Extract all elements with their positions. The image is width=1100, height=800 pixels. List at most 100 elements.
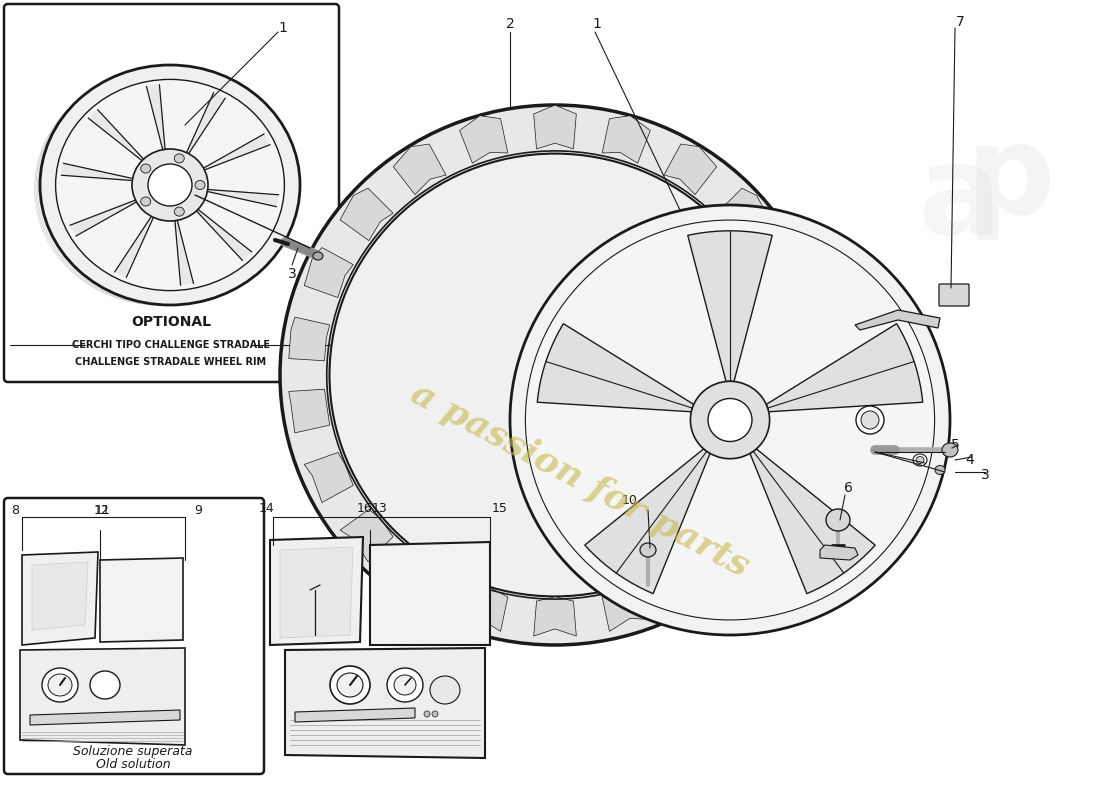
- Text: 2: 2: [506, 17, 515, 31]
- Ellipse shape: [174, 154, 185, 163]
- Text: a: a: [917, 139, 1002, 261]
- FancyBboxPatch shape: [4, 4, 339, 382]
- Text: 6: 6: [844, 481, 852, 495]
- Text: 1: 1: [593, 17, 602, 31]
- Polygon shape: [280, 547, 353, 638]
- Ellipse shape: [826, 509, 850, 531]
- Ellipse shape: [40, 65, 300, 305]
- Ellipse shape: [141, 164, 151, 173]
- Ellipse shape: [708, 398, 752, 442]
- Ellipse shape: [280, 105, 830, 645]
- Polygon shape: [534, 105, 576, 149]
- Text: 13: 13: [372, 502, 388, 515]
- Polygon shape: [204, 134, 271, 170]
- Text: 3: 3: [287, 267, 296, 281]
- Text: 8: 8: [11, 503, 19, 517]
- Polygon shape: [32, 562, 88, 630]
- Polygon shape: [196, 209, 252, 261]
- Ellipse shape: [935, 466, 945, 474]
- Polygon shape: [208, 189, 278, 206]
- Polygon shape: [295, 708, 415, 722]
- Text: 5: 5: [950, 438, 959, 452]
- Polygon shape: [767, 324, 923, 412]
- Polygon shape: [537, 324, 694, 412]
- Ellipse shape: [424, 711, 430, 717]
- Polygon shape: [757, 453, 805, 502]
- FancyBboxPatch shape: [939, 284, 969, 306]
- Ellipse shape: [195, 181, 205, 190]
- Polygon shape: [394, 144, 446, 194]
- Polygon shape: [285, 648, 485, 758]
- Ellipse shape: [510, 205, 950, 635]
- Text: 11: 11: [95, 503, 111, 517]
- Text: 4: 4: [966, 453, 975, 467]
- Polygon shape: [757, 247, 805, 298]
- Polygon shape: [460, 116, 508, 163]
- Polygon shape: [394, 555, 446, 606]
- Ellipse shape: [942, 443, 958, 457]
- Polygon shape: [780, 390, 822, 433]
- Ellipse shape: [330, 666, 370, 704]
- Ellipse shape: [856, 406, 884, 434]
- Polygon shape: [820, 545, 858, 560]
- Ellipse shape: [394, 675, 416, 695]
- Ellipse shape: [387, 668, 424, 702]
- Polygon shape: [855, 310, 940, 330]
- Text: 12: 12: [95, 503, 110, 517]
- Text: 3: 3: [980, 468, 989, 482]
- Polygon shape: [750, 449, 876, 594]
- Polygon shape: [585, 449, 710, 594]
- Polygon shape: [780, 317, 822, 361]
- Polygon shape: [370, 542, 490, 645]
- Text: p: p: [966, 119, 1055, 241]
- Text: OPTIONAL: OPTIONAL: [131, 315, 211, 329]
- Ellipse shape: [913, 454, 927, 466]
- Polygon shape: [602, 587, 650, 631]
- Polygon shape: [174, 220, 194, 286]
- Polygon shape: [305, 453, 353, 502]
- Ellipse shape: [330, 154, 781, 596]
- Ellipse shape: [141, 197, 151, 206]
- Polygon shape: [717, 188, 770, 241]
- Ellipse shape: [56, 79, 285, 290]
- Polygon shape: [88, 110, 144, 161]
- Ellipse shape: [337, 673, 363, 697]
- Text: 15: 15: [492, 502, 508, 515]
- Polygon shape: [22, 552, 98, 645]
- Ellipse shape: [691, 382, 770, 458]
- Polygon shape: [270, 537, 363, 645]
- Text: 16: 16: [358, 502, 373, 515]
- Text: Soluzione superata: Soluzione superata: [74, 746, 192, 758]
- Polygon shape: [70, 199, 136, 236]
- Polygon shape: [30, 710, 180, 725]
- Text: 7: 7: [956, 15, 965, 29]
- Polygon shape: [534, 597, 576, 636]
- Polygon shape: [460, 587, 508, 631]
- Text: Old solution: Old solution: [96, 758, 170, 770]
- Ellipse shape: [174, 207, 185, 216]
- Text: 9: 9: [194, 503, 202, 517]
- Polygon shape: [20, 648, 185, 745]
- Ellipse shape: [314, 252, 323, 260]
- Text: CHALLENGE STRADALE WHEEL RIM: CHALLENGE STRADALE WHEEL RIM: [76, 357, 266, 367]
- Polygon shape: [664, 144, 717, 194]
- Polygon shape: [717, 510, 770, 562]
- Polygon shape: [602, 116, 650, 163]
- Polygon shape: [664, 555, 717, 606]
- Polygon shape: [340, 188, 393, 241]
- Text: a passion for parts: a passion for parts: [405, 376, 755, 584]
- Polygon shape: [340, 510, 393, 562]
- Text: CERCHI TIPO CHALLENGE STRADALE: CERCHI TIPO CHALLENGE STRADALE: [72, 340, 270, 350]
- Polygon shape: [100, 558, 183, 642]
- Polygon shape: [289, 390, 330, 433]
- Polygon shape: [114, 216, 154, 278]
- Polygon shape: [289, 317, 330, 361]
- Text: 1: 1: [278, 21, 287, 35]
- Text: 14: 14: [260, 502, 275, 515]
- Text: 10: 10: [623, 494, 638, 506]
- Ellipse shape: [48, 674, 72, 696]
- Polygon shape: [186, 93, 225, 154]
- Ellipse shape: [148, 164, 192, 206]
- Polygon shape: [688, 231, 772, 382]
- Ellipse shape: [90, 671, 120, 699]
